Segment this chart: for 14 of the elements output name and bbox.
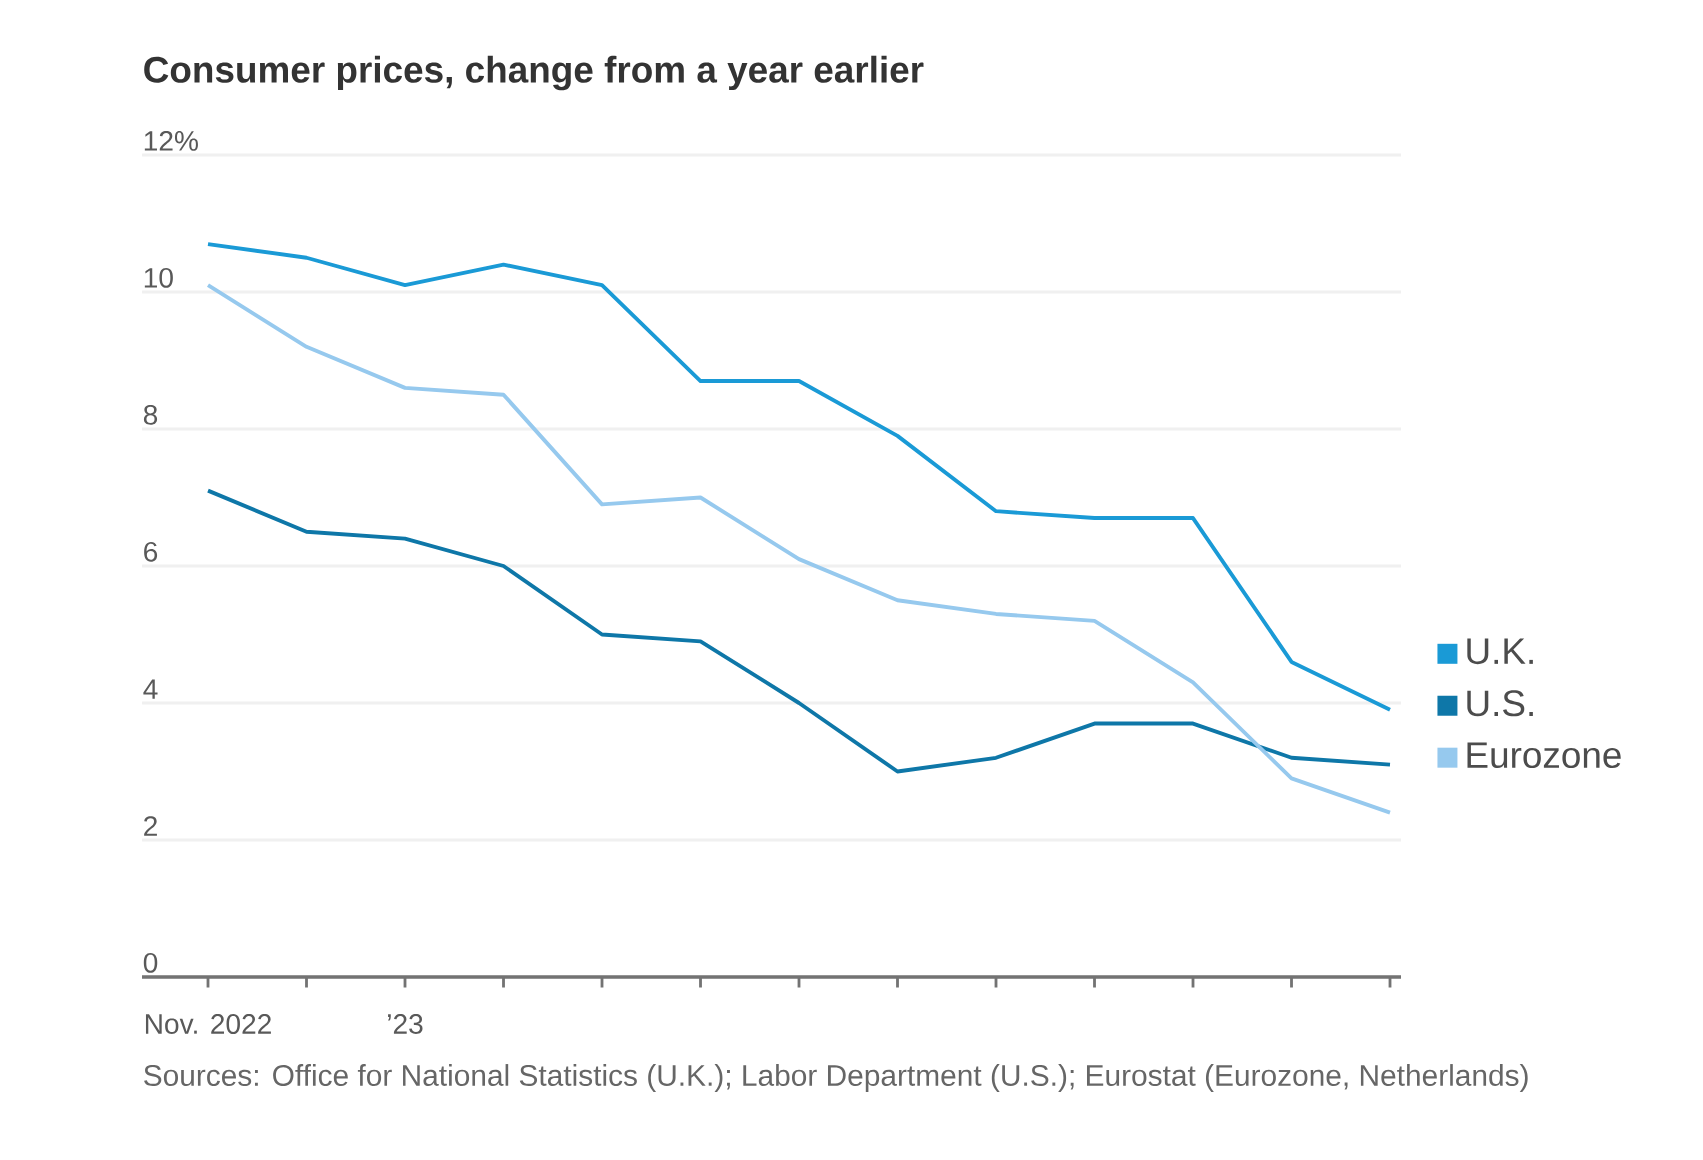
y-tick-label: 6 xyxy=(144,541,158,562)
y-tick-label: 8 xyxy=(143,404,158,425)
x-tick-label: Nov. 2022 xyxy=(145,1014,271,1034)
source-note: Sources: Office for National Statistics (U.K.); Labor Department (U.S.); Eurostat (Eurozone, Netherlands) xyxy=(144,1064,1528,1092)
x-tick-label: ’23 xyxy=(388,1014,423,1034)
legend-label: Eurozone xyxy=(1467,742,1621,769)
y-tick-label: 10 xyxy=(144,267,173,288)
y-tick-label: 4 xyxy=(143,679,158,699)
legend-label: U.K. xyxy=(1467,638,1533,665)
legend-label: U.S. xyxy=(1467,690,1533,717)
y-tick-label: 12% xyxy=(144,130,198,151)
y-tick-label: 0 xyxy=(143,952,158,973)
chart-title: Consumer prices, change from a year earlier xyxy=(144,55,924,91)
y-tick-label: 2 xyxy=(144,816,157,836)
